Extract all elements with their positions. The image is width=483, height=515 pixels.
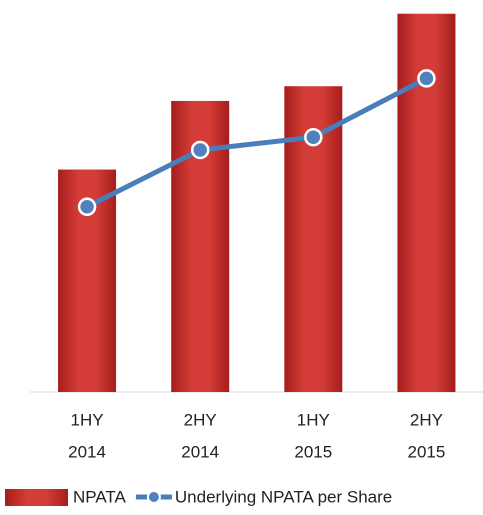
x-tick-label: 2014	[181, 442, 219, 461]
legend-label: Underlying NPATA per Share	[175, 487, 392, 506]
line	[85, 76, 428, 210]
line-marker	[190, 140, 210, 160]
x-tick-label: 2HY	[410, 410, 443, 429]
x-tick-label: 2015	[408, 442, 446, 461]
legend-marker	[146, 490, 161, 504]
x-tick-label: 2014	[68, 442, 106, 461]
x-tick-label: 2015	[294, 442, 332, 461]
line-marker	[304, 127, 323, 147]
x-tick-label: 1HY	[71, 410, 104, 429]
line-marker	[77, 197, 97, 217]
line-marker	[417, 69, 436, 88]
x-tick-label: 2HY	[184, 410, 217, 429]
legend-swatch	[5, 489, 68, 506]
x-tick-label: 1HY	[297, 410, 330, 429]
legend-label: NPATA	[73, 487, 127, 506]
